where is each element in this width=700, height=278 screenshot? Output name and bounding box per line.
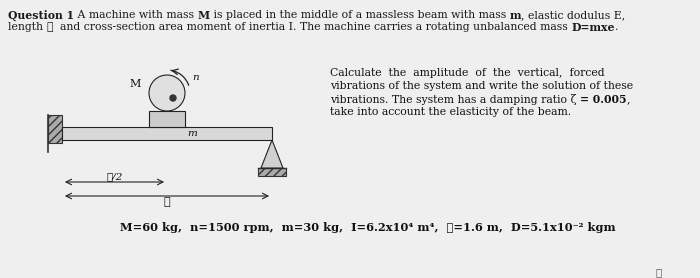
Text: Calculate  the  amplitude  of  the  vertical,  forced: Calculate the amplitude of the vertical,… [330,68,605,78]
Text: take into account the elasticity of the beam.: take into account the elasticity of the … [330,107,571,117]
Text: length: length [8,22,46,32]
Text: , elastic dodulus E,: , elastic dodulus E, [521,10,625,20]
Text: Question 1: Question 1 [8,10,74,21]
Bar [149,111,185,127]
Text: M: M [130,79,141,89]
Text: n: n [192,73,199,82]
Circle shape [170,95,176,101]
Text: vibrations. The system has a damping ratio ζ: vibrations. The system has a damping rat… [330,94,580,105]
Text: m: m [187,129,197,138]
Text: .: . [615,22,618,32]
Bar [62,127,272,140]
Text: = 0.005: = 0.005 [580,94,626,105]
Bar [48,115,62,143]
Text: ℓ/2: ℓ/2 [106,172,122,181]
Text: M=60 kg,  n=1500 rpm,  m=30 kg,  I=6.2x10⁴ m⁴,  ℓ=1.6 m,  D=5.1x10⁻² kgm: M=60 kg, n=1500 rpm, m=30 kg, I=6.2x10⁴ … [120,222,615,233]
Text: A machine with mass: A machine with mass [74,10,197,20]
Text: vibrations of the system and write the solution of these: vibrations of the system and write the s… [330,81,633,91]
Text: ℓ: ℓ [164,197,170,207]
Circle shape [149,75,185,111]
Text: ℓ: ℓ [46,22,53,32]
Text: m: m [510,10,521,21]
Bar [258,168,286,176]
Text: is placed in the middle of a massless beam with mass: is placed in the middle of a massless be… [210,10,510,20]
Text: M: M [197,10,210,21]
Text: ℓ: ℓ [655,268,662,277]
Text: and cross-section area moment of inertia I. The machine carries a rotating unbal: and cross-section area moment of inertia… [53,22,571,32]
Text: D=mxe: D=mxe [571,22,615,33]
Text: ,: , [626,94,630,104]
Polygon shape [261,140,283,168]
